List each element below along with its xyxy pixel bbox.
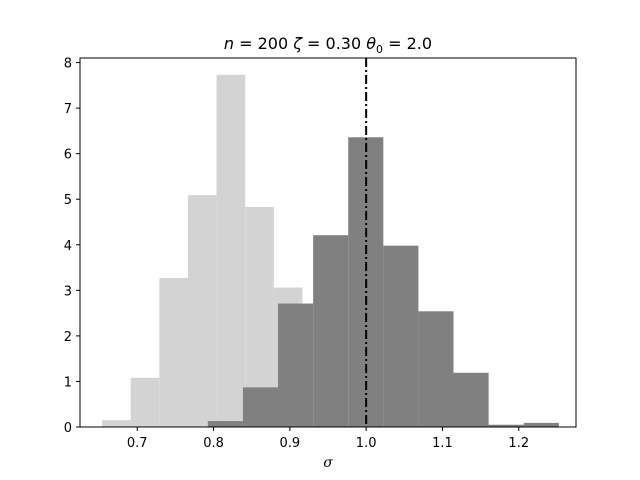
y-tick-label: 5 xyxy=(64,193,72,208)
y-tick-label: 8 xyxy=(64,57,72,72)
y-tick-label: 3 xyxy=(64,284,72,299)
series-2-bar-2 xyxy=(242,387,279,427)
x-tick-label: 0.9 xyxy=(280,436,301,451)
series-2-bar-8 xyxy=(453,372,489,427)
series-2-bar-10 xyxy=(523,422,559,427)
x-axis-label: σ xyxy=(323,455,333,471)
title-n-value: = 200 xyxy=(234,34,293,53)
series-2-bar-1 xyxy=(207,421,243,427)
title-theta-symbol: θ xyxy=(366,34,376,53)
series-1-bar-3 xyxy=(159,278,188,427)
plot-frame xyxy=(79,57,577,428)
y-tick-label: 2 xyxy=(64,330,72,345)
x-tick-label: 0.8 xyxy=(203,436,224,451)
x-tick-label: 1.1 xyxy=(432,436,453,451)
y-tick-label: 0 xyxy=(64,421,72,436)
series-2-bar-6 xyxy=(383,245,419,427)
series-1-bar-1 xyxy=(102,420,131,427)
series-2-bar-9 xyxy=(488,424,524,427)
title-n-symbol: n xyxy=(224,34,234,53)
y-tick-label: 4 xyxy=(64,239,72,254)
bars-layer xyxy=(102,74,559,427)
title-zeta-value: = 0.30 xyxy=(302,34,366,53)
y-tick-label: 6 xyxy=(64,148,72,163)
series-1-bar-2 xyxy=(130,377,160,427)
title-theta-value: = 2.0 xyxy=(383,34,432,53)
series-2-bar-4 xyxy=(313,235,349,427)
y-tick-label: 7 xyxy=(64,102,72,117)
x-tick-label: 0.7 xyxy=(127,436,148,451)
series-2-bar-3 xyxy=(278,303,314,427)
y-tick-label: 1 xyxy=(64,375,72,390)
series-2-bar-7 xyxy=(418,311,454,427)
title-theta-subscript: 0 xyxy=(376,43,383,56)
title-zeta-symbol: ζ xyxy=(292,34,303,53)
x-tick-label: 1.0 xyxy=(356,436,377,451)
x-tick-label: 1.2 xyxy=(508,436,529,451)
series-1-bar-5 xyxy=(216,74,246,427)
axes-layer: 0.7 0.8 0.9 1.0 1.1 1.2 0 1 2 3 4 5 6 7 8 xyxy=(64,57,577,451)
series-1-bar-4 xyxy=(187,195,217,427)
chart-title: n = 200 ζ = 0.30 θ0 = 2.0 xyxy=(224,34,432,56)
